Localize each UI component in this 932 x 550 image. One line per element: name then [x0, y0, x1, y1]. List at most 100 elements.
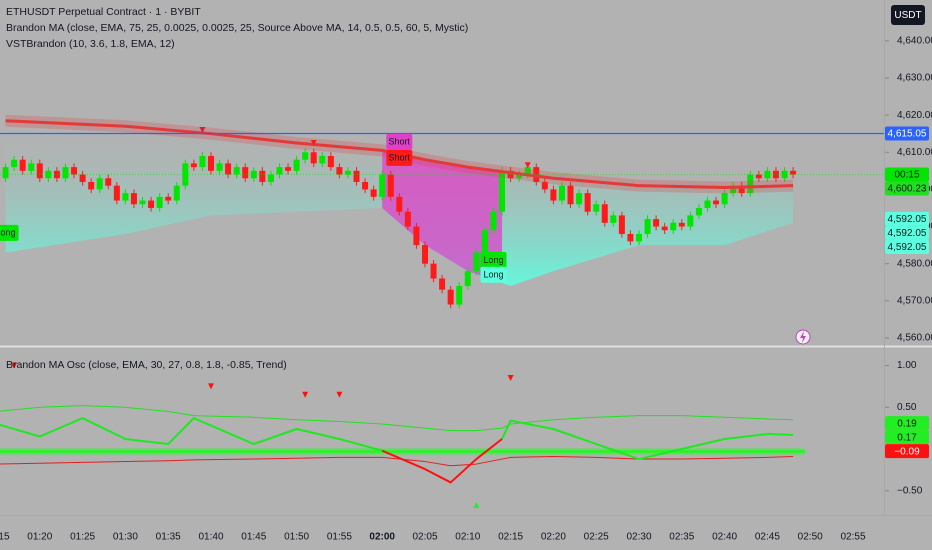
candle-body	[661, 226, 668, 231]
signal-label	[0, 224, 19, 241]
currency-button-label[interactable]: USDT	[894, 10, 921, 21]
candle-body	[584, 193, 591, 212]
value-badge-label: 0.19	[897, 418, 917, 429]
y-tick-label: 0.50	[897, 402, 917, 413]
signal-label-text: Long	[483, 255, 503, 265]
indicator-label: Brandon MA (close, EMA, 75, 25, 0.0025, …	[6, 22, 468, 34]
candle-body	[499, 170, 506, 212]
osc-line	[0, 456, 794, 467]
osc-line	[0, 417, 794, 461]
alert-icon-bolt	[800, 331, 806, 343]
signal-label	[386, 149, 413, 166]
signal-label-text: Long	[483, 270, 503, 280]
candle-body	[302, 152, 309, 160]
ma-line	[5, 119, 794, 190]
candle-body	[755, 174, 762, 179]
candle-body	[550, 189, 557, 201]
osc-marker	[507, 375, 514, 382]
x-tick-label: 01:20	[27, 532, 52, 543]
osc-title: Brandon MA Osc (close, EMA, 30, 27, 0.8,…	[6, 359, 287, 371]
candle-body	[430, 263, 437, 279]
signal-label-text: Short	[389, 153, 411, 163]
x-tick-label: 02:10	[455, 532, 480, 543]
x-tick-label: 02:20	[541, 532, 566, 543]
candle-body	[713, 200, 720, 205]
candle-body	[250, 170, 257, 179]
candle-body	[618, 215, 625, 234]
price-badge	[885, 126, 929, 141]
signal-label	[386, 133, 413, 150]
candle-body	[276, 167, 283, 175]
signal-marker	[199, 126, 206, 133]
candle-body	[96, 178, 103, 190]
candle-body	[88, 181, 95, 190]
value-badge	[885, 416, 929, 431]
candle-body	[130, 193, 137, 205]
candle-body	[208, 155, 214, 171]
axes: 4,640.004,630.004,620.004,610.004,600.00…	[0, 35, 932, 542]
candle-body	[516, 174, 523, 179]
candle-body	[199, 155, 206, 168]
vst-band-down	[382, 150, 503, 283]
candle-body	[781, 170, 788, 179]
candle-body	[139, 200, 146, 205]
value-badge-label: 0.17	[897, 432, 917, 443]
candle-body	[53, 170, 60, 179]
candle-body	[79, 174, 86, 182]
candle-body	[422, 245, 428, 264]
x-tick-label: 01:55	[327, 532, 352, 543]
candle-body	[190, 163, 197, 168]
signal-label	[480, 266, 507, 283]
candle-body	[481, 230, 488, 253]
price-badge	[885, 239, 929, 254]
candle-body	[2, 167, 9, 179]
candle-body	[695, 207, 702, 216]
candle-body	[541, 181, 548, 190]
candle-body	[644, 219, 651, 234]
candle-body	[233, 167, 240, 175]
price-badge	[885, 181, 929, 196]
y-tick-label: 4,640.00	[897, 35, 932, 46]
x-tick-label: 02:00	[369, 532, 395, 543]
candle-body	[721, 193, 728, 205]
candle-body	[576, 193, 583, 205]
candle-body	[790, 170, 797, 175]
candle-body	[730, 185, 737, 194]
candle-body	[447, 289, 454, 305]
candle-body	[370, 189, 377, 197]
y-tick-label: 4,630.00	[897, 73, 932, 84]
y-tick-label: 4,610.00	[897, 147, 932, 158]
signal-marker	[524, 162, 531, 169]
currency-button[interactable]	[891, 5, 925, 25]
candle-body	[148, 200, 155, 208]
price-badge-label: 4,615.05	[888, 129, 927, 140]
candle-body	[156, 196, 163, 208]
osc-line	[0, 405, 794, 432]
candle-body	[490, 211, 497, 231]
candle-body	[28, 163, 35, 171]
x-tick-label: 02:40	[712, 532, 737, 543]
candle-body	[327, 155, 334, 168]
candle-body	[439, 278, 446, 290]
candle-body	[319, 155, 326, 164]
osc-marker	[473, 501, 480, 508]
y-tick-label: 4,580.00	[897, 258, 932, 269]
candle-body	[413, 226, 420, 246]
candle-body	[113, 185, 120, 201]
value-badge	[885, 444, 929, 459]
signal-label-text: Short	[389, 137, 411, 147]
candle-body	[122, 193, 129, 201]
candle-body	[225, 163, 232, 175]
x-tick-label: 01:50	[284, 532, 309, 543]
candle-body	[636, 233, 642, 242]
countdown-badge	[885, 167, 929, 182]
candle-body	[558, 185, 565, 201]
y-tick-label: −0.50	[897, 485, 923, 496]
candle-body	[293, 159, 300, 171]
x-tick-label: 02:45	[755, 532, 780, 543]
candle-body	[19, 159, 26, 171]
candle-body	[404, 211, 411, 227]
x-tick-label: 02:50	[798, 532, 823, 543]
